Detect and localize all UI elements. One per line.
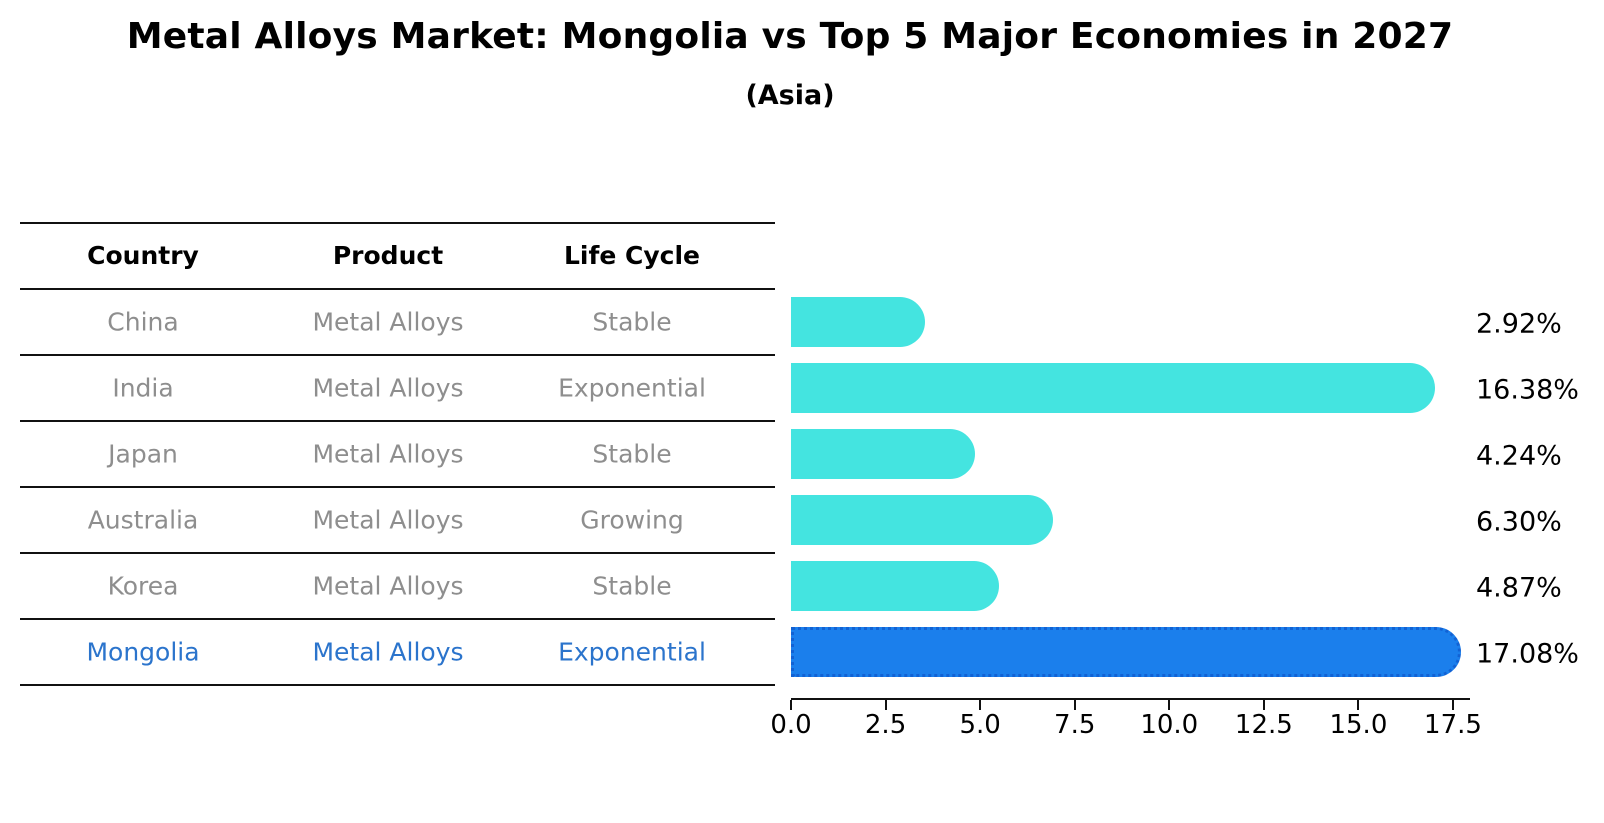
row-country: India <box>112 373 174 403</box>
x-axis-tick <box>1168 700 1171 710</box>
bar-australia <box>791 495 1054 545</box>
table-row: Korea Metal Alloys Stable <box>0 553 775 619</box>
row-separator <box>20 618 775 620</box>
table-row-highlighted: Mongolia Metal Alloys Exponential <box>0 619 775 685</box>
x-axis-tick <box>979 700 982 710</box>
row-country: China <box>107 307 179 337</box>
row-separator <box>20 486 775 488</box>
row-country: Korea <box>107 571 179 601</box>
table-header-rule <box>20 288 775 290</box>
row-product: Metal Alloys <box>312 373 464 403</box>
row-product: Metal Alloys <box>312 307 464 337</box>
value-label: 16.38% <box>1476 374 1579 406</box>
bar-japan <box>791 429 976 479</box>
row-life-cycle: Exponential <box>558 637 706 667</box>
column-header-country: Country <box>87 241 199 270</box>
row-separator <box>20 552 775 554</box>
row-life-cycle: Exponential <box>558 373 706 403</box>
x-axis-tick-label: 17.5 <box>1424 710 1482 740</box>
x-axis-tick-label: 15.0 <box>1329 710 1388 740</box>
value-label: 17.08% <box>1476 638 1579 670</box>
row-country: Mongolia <box>86 637 200 667</box>
x-axis-tick-label: 7.5 <box>1054 710 1096 740</box>
x-axis-tick <box>1073 700 1076 710</box>
row-country: Japan <box>108 439 178 469</box>
table-row: Australia Metal Alloys Growing <box>0 487 775 553</box>
table-top-rule <box>20 222 775 224</box>
x-axis-tick-label: 5.0 <box>959 710 1001 740</box>
x-axis-tick <box>1262 700 1265 710</box>
table-row: China Metal Alloys Stable <box>0 289 775 355</box>
row-product: Metal Alloys <box>312 505 464 535</box>
x-axis-tick <box>1452 700 1454 710</box>
x-axis-tick <box>884 700 887 710</box>
x-axis-tick-label: 12.5 <box>1234 710 1293 740</box>
row-product: Metal Alloys <box>312 571 464 601</box>
x-axis-tick <box>1357 700 1360 710</box>
x-axis <box>791 698 1470 700</box>
table-bottom-rule <box>20 684 775 686</box>
row-country: Australia <box>87 505 199 535</box>
x-axis-tick-label: 2.5 <box>864 710 907 740</box>
x-axis-tick <box>790 700 792 710</box>
bar-india <box>791 363 1435 413</box>
x-axis-tick-label: 10.0 <box>1140 710 1199 740</box>
bar-korea <box>791 561 1000 611</box>
value-label: 2.92% <box>1476 308 1562 340</box>
x-axis-tick-label: 0.0 <box>770 710 812 740</box>
row-product: Metal Alloys <box>312 439 464 469</box>
table-row: Japan Metal Alloys Stable <box>0 421 775 487</box>
table-row: India Metal Alloys Exponential <box>0 355 775 421</box>
row-life-cycle: Stable <box>592 571 672 601</box>
bar-china <box>791 297 926 347</box>
value-label: 6.30% <box>1476 506 1562 538</box>
value-label: 4.24% <box>1476 440 1562 472</box>
row-life-cycle: Growing <box>580 505 684 535</box>
page-title: Metal Alloys Market: Mongolia vs Top 5 M… <box>126 16 1454 57</box>
bar-mongolia-highlighted <box>791 627 1462 677</box>
chart-subtitle: (Asia) <box>745 80 835 111</box>
row-life-cycle: Stable <box>592 307 672 337</box>
row-product: Metal Alloys <box>312 637 464 667</box>
value-label: 4.87% <box>1476 572 1562 604</box>
column-header-life-cycle: Life Cycle <box>563 241 701 270</box>
row-life-cycle: Stable <box>592 439 672 469</box>
column-header-product: Product <box>332 241 444 270</box>
row-separator <box>20 420 775 422</box>
row-separator <box>20 354 775 356</box>
